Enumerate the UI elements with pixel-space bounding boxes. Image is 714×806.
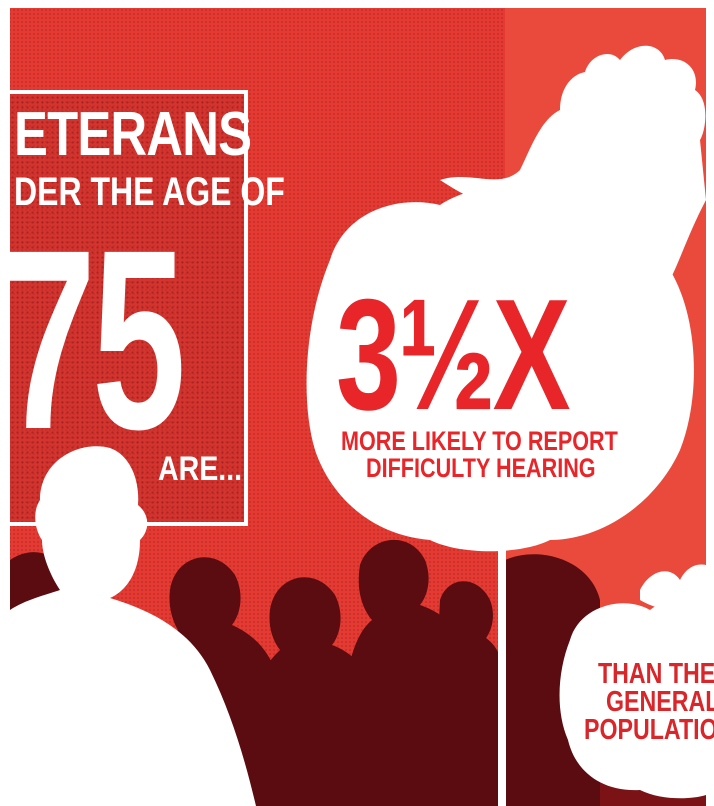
multiplier-whole: 3 (336, 267, 401, 443)
speech-bubble (306, 187, 694, 552)
small-bubble-line-3: POPULATION (584, 714, 714, 746)
small-bubble-line-2: GENERAL (606, 686, 714, 718)
bubble-line-1: MORE LIKELY TO REPORT (341, 426, 618, 456)
multiplier-suffix: X (492, 267, 571, 443)
multiplier-fraction: ½ (398, 267, 496, 443)
veterans-heading: ETERANS (14, 100, 252, 169)
small-bubble-line-1: THAN THE (598, 658, 714, 690)
soldier-silhouette (10, 446, 256, 806)
are-text: ARE... (158, 450, 243, 488)
small-speech-bubble (559, 597, 706, 799)
bubble-line-2: DIFFICULTY HEARING (366, 453, 596, 483)
age-subheading: DER THE AGE OF (14, 170, 285, 214)
veterans-panel-halftone (10, 92, 246, 524)
bubble-stem (498, 520, 506, 806)
small-burst-shape (640, 564, 706, 613)
age-number: 75 (2, 197, 186, 483)
multiplier-figure: 3½X (336, 267, 571, 443)
